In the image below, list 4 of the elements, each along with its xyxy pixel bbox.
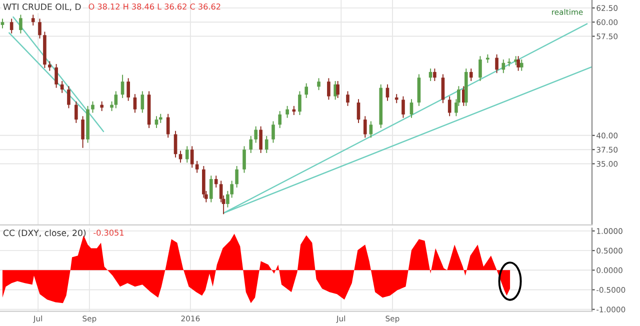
chart-title: WTI CRUDE OIL, D bbox=[3, 4, 81, 11]
annotation: O 38.12 H 38.46 L 36.62 C 36.62 bbox=[88, 4, 220, 10]
annotation: -0.3051 bbox=[94, 230, 124, 236]
chart-title: CC (DXY, close, 20) bbox=[3, 229, 86, 238]
